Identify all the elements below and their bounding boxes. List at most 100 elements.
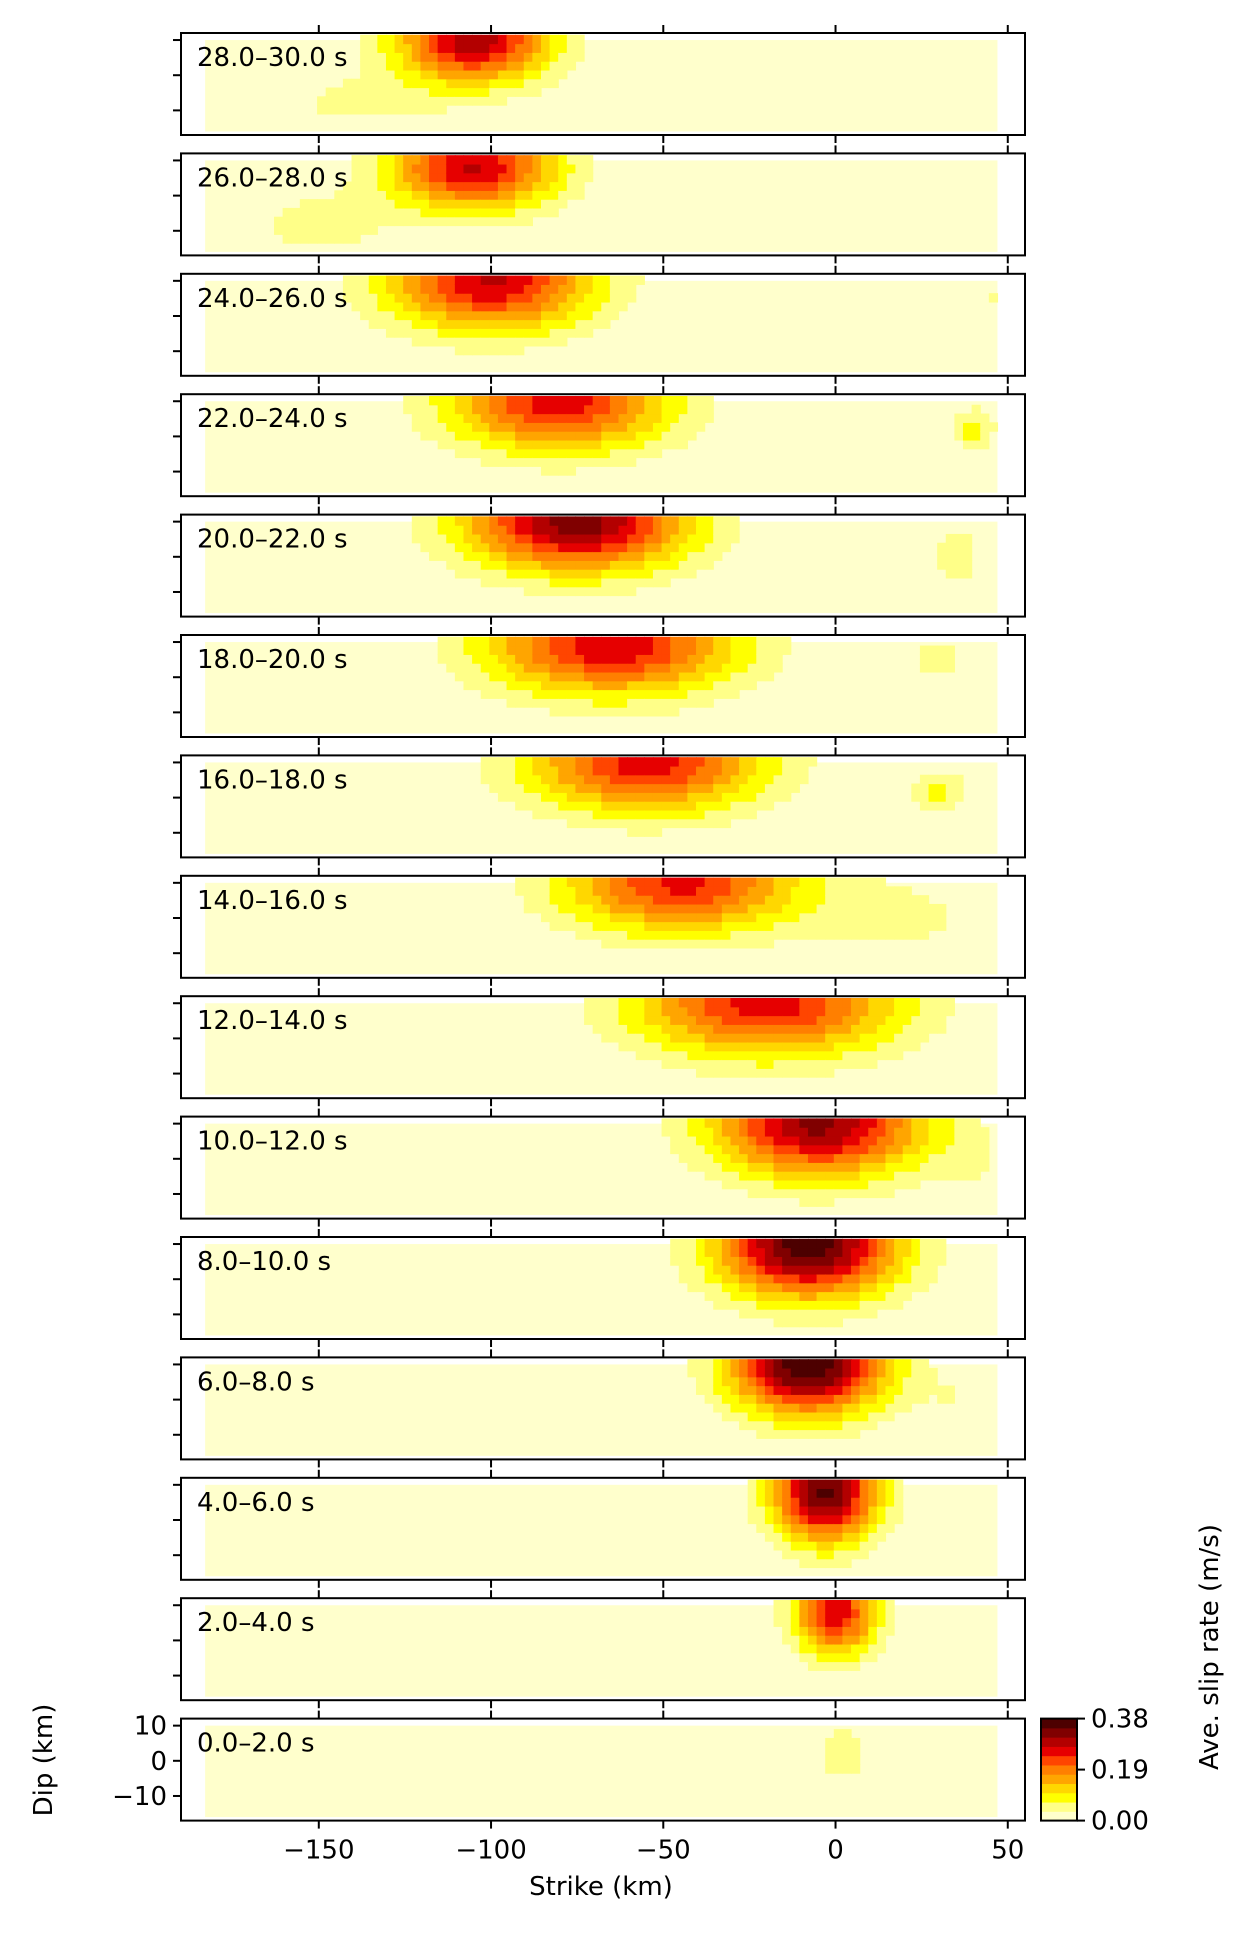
field-cell [713, 886, 723, 896]
field-cell [747, 1015, 757, 1025]
field-cell [523, 533, 533, 544]
field-cell [980, 1127, 990, 1137]
field-cell [532, 698, 542, 708]
slip-rate-field [205, 877, 998, 975]
field-cell [420, 516, 430, 526]
field-cell [635, 827, 645, 837]
field-cell [403, 87, 413, 97]
field-cell [652, 551, 663, 561]
field-cell [962, 431, 973, 441]
field-cell [764, 997, 775, 1008]
field-cell [351, 163, 361, 174]
field-cell [601, 680, 611, 691]
field-cell [549, 61, 559, 71]
field-cell [825, 1300, 835, 1310]
field-cell [902, 1394, 912, 1404]
field-cell [730, 663, 740, 673]
field-cell [876, 1144, 887, 1155]
field-cell [799, 1135, 809, 1146]
field-cell [764, 1050, 775, 1061]
field-cell [506, 61, 516, 71]
field-cell [945, 792, 955, 802]
field-cell [799, 1144, 809, 1155]
field-cell [773, 903, 783, 914]
field-cell [558, 895, 568, 905]
field-cell [670, 1247, 680, 1257]
field-cell [592, 448, 602, 459]
field-cell [385, 310, 396, 321]
field-cell [747, 1309, 757, 1319]
field-cell [472, 163, 482, 174]
field-cell [661, 997, 671, 1008]
field-cell [360, 61, 370, 71]
field-cell [962, 542, 973, 553]
field-cell [971, 431, 981, 441]
field-cell [532, 783, 542, 793]
field-cell [549, 404, 559, 415]
field-cell [687, 1127, 697, 1137]
field-cell [670, 663, 680, 673]
field-cell [807, 886, 818, 896]
field-cell [954, 422, 964, 432]
field-cell [696, 654, 706, 664]
field-cell [782, 636, 792, 647]
field-cell [437, 395, 447, 406]
field-cell [696, 809, 706, 820]
field-cell [515, 792, 525, 802]
field-cell [911, 1118, 921, 1128]
field-cell [652, 654, 663, 664]
field-cell [833, 1479, 844, 1489]
field-cell [807, 1505, 818, 1516]
field-cell [919, 1247, 930, 1257]
field-cell [506, 395, 516, 406]
field-cell [506, 439, 516, 450]
field-cell [687, 680, 697, 691]
field-cell [549, 542, 559, 553]
field-cell [506, 792, 516, 802]
field-cell [635, 431, 645, 441]
field-cell [704, 930, 714, 940]
field-cell [842, 1729, 852, 1739]
field-cell [937, 1006, 947, 1017]
field-cell [368, 34, 378, 45]
field-cell [635, 886, 645, 896]
field-cell [868, 1541, 878, 1551]
field-cell [696, 783, 706, 793]
field-cell [652, 636, 663, 647]
field-cell [661, 765, 671, 776]
field-cell [739, 792, 749, 802]
field-cell [385, 163, 396, 174]
field-cell [317, 216, 327, 227]
field-cell [919, 663, 930, 673]
field-cell [721, 1162, 732, 1172]
field-cell [782, 997, 792, 1008]
field-cell [799, 1505, 809, 1516]
field-cell [429, 542, 439, 553]
field-cell [385, 87, 396, 97]
x-tick-label: −100 [455, 1836, 526, 1866]
field-cell [773, 645, 783, 655]
field-cell [816, 1626, 826, 1636]
field-cell [842, 1746, 852, 1757]
field-cell [868, 1599, 878, 1610]
field-cell [790, 1403, 800, 1413]
field-cell [472, 69, 482, 80]
field-cell [937, 997, 947, 1008]
field-cell [592, 912, 602, 923]
field-cell [575, 413, 585, 423]
field-cell [661, 1041, 671, 1052]
field-cell [713, 997, 723, 1008]
field-cell [540, 69, 551, 80]
field-cell [506, 645, 516, 655]
field-cell [420, 275, 430, 285]
field-cell [532, 877, 542, 887]
field-cell [687, 645, 697, 655]
field-cell [652, 877, 663, 887]
field-cell [868, 1127, 878, 1137]
field-cell [894, 1256, 904, 1266]
field-cell [609, 1033, 620, 1043]
panel-frame [180, 1597, 1026, 1702]
field-cell [825, 1479, 835, 1489]
field-cell [644, 1041, 654, 1052]
field-cell [833, 1162, 844, 1172]
